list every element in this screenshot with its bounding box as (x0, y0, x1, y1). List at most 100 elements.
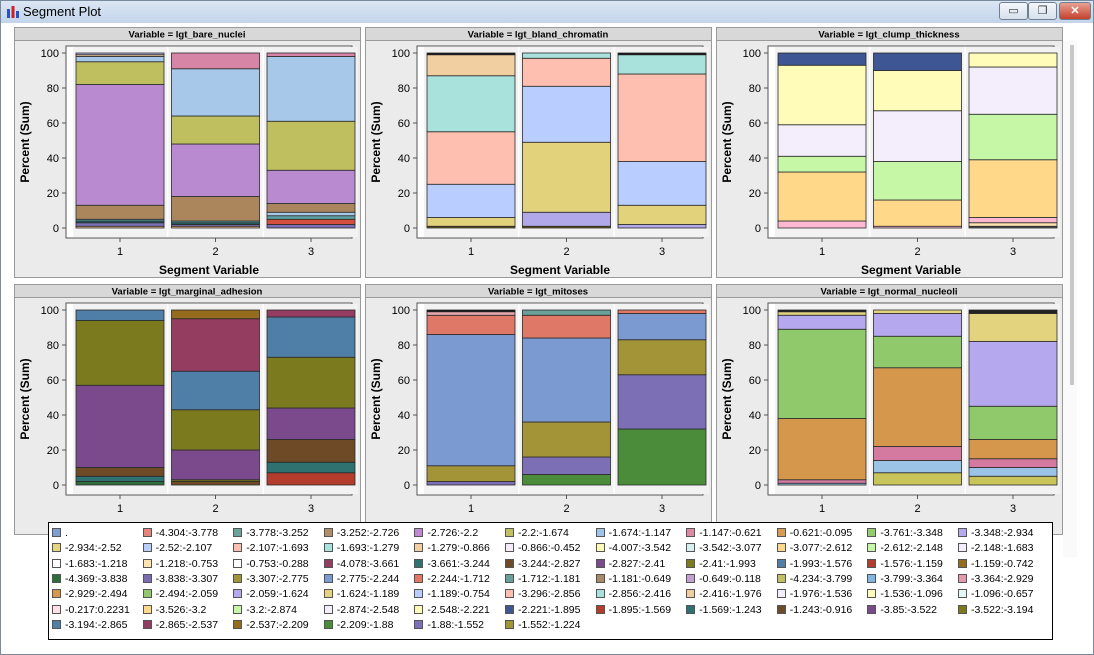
bar-segment (522, 85, 611, 143)
chart-panel: Variable = lgt_marginal_adhesion 0 20 40 60 8… (14, 284, 361, 535)
bar-segment (968, 405, 1058, 440)
x-tick-label: 3 (659, 503, 665, 515)
bar-segment (968, 66, 1058, 115)
legend-swatch (142, 619, 152, 629)
legend-label: -1.096:-0.657 (971, 588, 1034, 601)
x-tick-label: 2 (563, 503, 569, 515)
legend-swatch (414, 604, 424, 614)
y-tick-label: 0 (404, 223, 410, 235)
legend-swatch (686, 528, 696, 537)
bar-segment (426, 311, 516, 316)
chart-panel: Variable = lgt_bland_chromatin 0 20 40 60 80 1… (365, 27, 712, 278)
legend-swatch (505, 573, 514, 583)
bar-segment (873, 446, 962, 461)
y-tick-label: 100 (743, 305, 761, 317)
bar-segment (873, 52, 962, 71)
title-bar[interactable]: Segment Plot ▭ ❐ ✕ (1, 1, 1093, 23)
x-axis-label: Segment Variable (861, 263, 961, 277)
legend-swatch (52, 558, 61, 568)
legend-label: -1.243:-0.916 (789, 603, 853, 616)
bar-segment (873, 313, 962, 337)
x-axis-label: Segment Variable (159, 263, 259, 277)
legend-swatch (52, 604, 61, 614)
bar-segment (266, 203, 356, 213)
bar-segment (266, 356, 356, 409)
minimize-button[interactable]: ▭ (999, 2, 1028, 20)
legend-swatch (686, 604, 696, 614)
close-button[interactable]: ✕ (1059, 2, 1091, 20)
legend-swatch (323, 589, 333, 599)
bar-segment (777, 418, 867, 481)
bar-segment (777, 309, 867, 313)
legend-swatch (414, 589, 424, 599)
bar-segment (426, 54, 516, 77)
legend-label: -2.856:-2.416 (608, 588, 672, 601)
maximize-button[interactable]: ❐ (1028, 2, 1057, 20)
bar-segment (75, 384, 165, 468)
bar-segment (968, 341, 1058, 407)
y-axis-label: Percent (Sum) (369, 358, 383, 439)
legend-label: -1.147:-0.621 (699, 527, 762, 539)
y-tick-label: 20 (47, 188, 59, 200)
legend-swatch (686, 558, 696, 568)
legend: . -4.304:-3.778 -3.778:-3.252 -3.252:-2.726… (48, 522, 1053, 640)
legend-swatch (142, 528, 152, 537)
y-tick-label: 40 (47, 153, 59, 165)
legend-swatch (142, 604, 152, 614)
bar-segment (522, 421, 611, 458)
x-tick-label: 2 (212, 503, 218, 515)
panel-title: Variable = lgt_normal_nucleoli (820, 287, 957, 298)
bar-segment (266, 309, 356, 318)
bar-segment (171, 409, 260, 451)
legend-swatch (233, 528, 243, 537)
legend-label: -3.2:-2.874 (246, 603, 297, 616)
bar-segment (266, 120, 356, 171)
bar-segment (426, 217, 516, 227)
bar-segment (426, 465, 516, 482)
legend-swatch (233, 558, 243, 568)
legend-swatch (505, 589, 514, 599)
legend-label: -2.41:-1.993 (699, 557, 756, 570)
legend-label: -1.159:-0.742 (971, 557, 1034, 570)
legend-label: -2.537:-2.209 (246, 618, 309, 631)
panel-header (716, 284, 1063, 298)
x-tick-label: 1 (117, 246, 123, 258)
panel-header (14, 284, 361, 298)
bar-segment (873, 70, 962, 112)
legend-label: -1.976:-1.536 (789, 588, 853, 601)
bar-chart-icon (7, 6, 19, 18)
bar-segment (873, 335, 962, 369)
legend-swatch (52, 543, 61, 553)
legend-label: -3.348:-2.934 (971, 527, 1034, 539)
x-tick-label: 1 (819, 246, 825, 258)
y-tick-label: 60 (749, 118, 761, 130)
bar-segment (171, 309, 260, 320)
chart-panel: Variable = lgt_clump_thickness 0 20 40 60 80 1… (716, 27, 1063, 278)
bar-segment (266, 407, 356, 440)
legend-swatch (595, 573, 605, 583)
x-tick-label: 3 (659, 246, 665, 258)
legend-label: -2.209:-1.88 (336, 618, 394, 631)
legend-swatch (505, 619, 514, 629)
legend-swatch (52, 573, 61, 583)
bar-segment (777, 479, 867, 484)
legend-swatch (414, 573, 424, 583)
bar-segment (873, 199, 962, 227)
bar-segment (75, 84, 165, 206)
legend-label: -3.778:-3.252 (246, 527, 309, 539)
scrollbar-thumb[interactable] (1070, 45, 1074, 385)
y-tick-label: 20 (749, 445, 761, 457)
bar-segment (75, 61, 165, 85)
legend-label: -1.895:-1.569 (608, 603, 672, 616)
legend-label: -3.85:-3.522 (880, 603, 938, 616)
bar-segment (617, 309, 707, 314)
legend-label: -1.536:-1.096 (880, 588, 943, 601)
legend-swatch (414, 528, 424, 537)
legend-swatch (142, 558, 152, 568)
legend-swatch (958, 543, 967, 553)
legend-label: -3.661:-3.244 (427, 557, 490, 570)
legend-swatch (414, 543, 424, 553)
x-tick-label: 1 (819, 503, 825, 515)
legend-label: -2.934:-2.52 (65, 542, 122, 555)
